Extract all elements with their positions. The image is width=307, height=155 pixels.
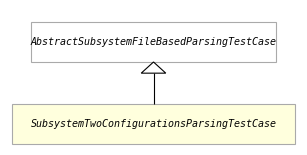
Text: AbstractSubsystemFileBasedParsingTestCase: AbstractSubsystemFileBasedParsingTestCas… — [30, 37, 277, 47]
Text: SubsystemTwoConfigurationsParsingTestCase: SubsystemTwoConfigurationsParsingTestCas… — [30, 119, 277, 129]
Bar — [12, 104, 295, 144]
Bar — [31, 22, 276, 62]
Polygon shape — [141, 62, 166, 73]
